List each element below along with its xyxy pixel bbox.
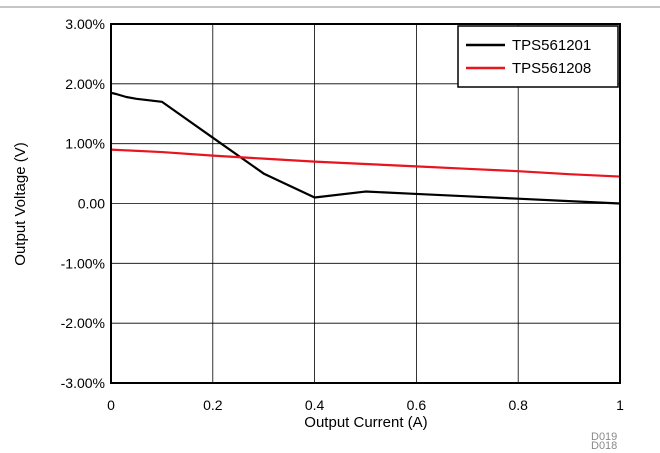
y-tick-label: -3.00%: [61, 375, 105, 391]
y-tick-label: 0.00: [78, 196, 105, 212]
x-tick-label: 0.4: [305, 397, 325, 413]
series-line-tps561201: [110, 91, 621, 205]
series-line-tps561208: [110, 148, 621, 178]
x-tick-label: 1: [616, 397, 624, 413]
figure-id-d019: D019: [591, 431, 617, 443]
x-tick-label: 0: [107, 397, 115, 413]
y-axis-title: Output Voltage (V): [12, 142, 29, 265]
plot-frame: [110, 23, 621, 384]
y-tick-label: 2.00%: [65, 76, 105, 92]
x-tick-label: 0.6: [407, 397, 427, 413]
x-tick-label: 0.8: [508, 397, 528, 413]
series-lines: [110, 91, 621, 205]
y-tick-label: 3.00%: [65, 16, 105, 32]
grid: [111, 24, 620, 383]
y-tick-label: -2.00%: [61, 315, 105, 331]
y-axis-tick-labels: 3.00% 2.00% 1.00% 0.00 -1.00% -2.00% -3.00%: [61, 16, 106, 391]
legend-box: [457, 25, 619, 88]
y-tick-label: -1.00%: [61, 255, 105, 271]
x-axis-title: Output Current (A): [304, 414, 427, 431]
x-axis-tick-labels: 0 0.2 0.4 0.6 0.8 1: [107, 397, 624, 413]
legend-label-tps561201: TPS561201: [512, 37, 591, 54]
x-tick-label: 0.2: [203, 397, 223, 413]
figure-id-d018: D018: [591, 440, 617, 452]
legend: TPS561201 TPS561208: [457, 25, 619, 88]
y-tick-label: 1.00%: [65, 136, 105, 152]
legend-label-tps561208: TPS561208: [512, 60, 591, 77]
